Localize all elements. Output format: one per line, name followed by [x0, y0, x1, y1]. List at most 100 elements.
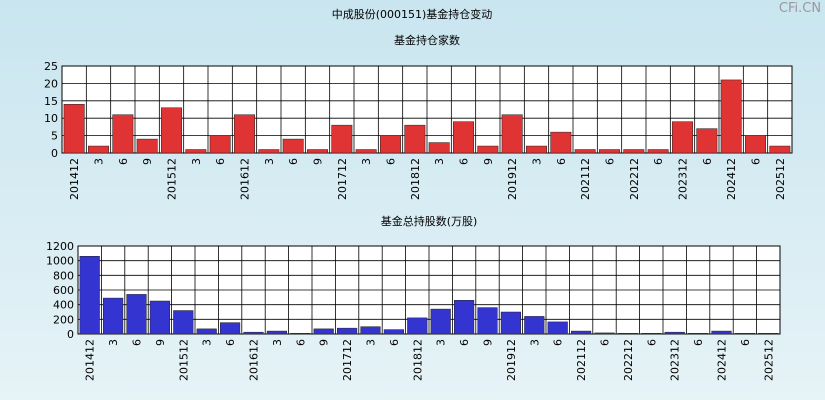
x-tick-label: 3: [93, 158, 106, 165]
x-tick-label: 3: [528, 339, 541, 346]
bar: [307, 149, 328, 154]
x-tick-label: 6: [458, 339, 471, 346]
bar: [282, 138, 304, 154]
bar: [500, 311, 521, 335]
x-tick-label: 201512: [166, 158, 179, 200]
x-tick-label: 9: [154, 339, 167, 346]
bar: [599, 149, 620, 154]
bar: [383, 329, 404, 335]
bar: [647, 149, 669, 154]
x-tick-label: 6: [645, 339, 658, 346]
bar: [623, 149, 645, 154]
x-tick-label: 6: [388, 339, 401, 346]
x-tick-label: 6: [599, 339, 612, 346]
bar: [524, 316, 545, 335]
x-tick-label: 202412: [725, 158, 738, 200]
bar: [547, 321, 568, 335]
bar: [769, 145, 791, 154]
x-tick-label: 202512: [774, 158, 787, 200]
x-tick-label: 6: [224, 339, 237, 346]
x-tick-label: 201712: [341, 339, 354, 381]
bar: [477, 145, 499, 154]
x-tick-label: 201812: [411, 339, 424, 381]
x-tick-label: 202212: [622, 339, 635, 381]
x-tick-label: 201912: [506, 158, 519, 200]
bar: [103, 297, 124, 335]
x-tick-label: 202412: [716, 339, 729, 381]
bar: [196, 328, 217, 335]
watermark: CFi.CN: [779, 1, 821, 16]
x-tick-label: 6: [652, 158, 665, 165]
bar: [126, 294, 147, 335]
x-tick-label: 202112: [575, 339, 588, 381]
x-tick-label: 6: [294, 339, 307, 346]
bar: [112, 114, 134, 154]
x-tick-label: 201612: [248, 339, 261, 381]
bar: [355, 149, 377, 154]
x-tick-label: 201812: [409, 158, 422, 200]
bar: [360, 326, 381, 335]
x-tick-label: 3: [107, 339, 120, 346]
bar: [404, 124, 426, 154]
x-tick-label: 3: [435, 339, 448, 346]
bar: [161, 107, 182, 154]
bar: [63, 104, 85, 154]
x-tick-label: 6: [750, 158, 763, 165]
x-tick-label: 201412: [84, 339, 97, 381]
y-tick-label: 15: [44, 95, 58, 108]
bar: [734, 333, 755, 335]
x-tick-label: 6: [131, 339, 144, 346]
bar: [526, 145, 547, 154]
y-tick-label: 400: [53, 299, 74, 312]
x-tick-label: 3: [190, 158, 203, 165]
y-tick-label: 5: [51, 130, 58, 143]
x-tick-label: 201512: [177, 339, 190, 381]
y-tick-label: 1000: [46, 255, 74, 268]
bar: [758, 333, 779, 335]
x-tick-label: 3: [201, 339, 214, 346]
bar: [136, 138, 158, 154]
bar: [79, 256, 100, 335]
bar: [407, 317, 428, 335]
chart-title: 基金持仓家数: [394, 33, 460, 47]
y-tick-label: 10: [44, 112, 58, 125]
x-tick-label: 201712: [336, 158, 349, 200]
x-tick-label: 201412: [68, 158, 81, 200]
y-tick-label: 200: [53, 313, 74, 326]
x-tick-label: 3: [365, 339, 378, 346]
x-tick-label: 3: [360, 158, 373, 165]
x-tick-label: 6: [287, 158, 300, 165]
y-tick-label: 600: [53, 284, 74, 297]
x-tick-label: 202212: [628, 158, 641, 200]
x-tick-label: 201912: [505, 339, 518, 381]
y-tick-label: 25: [44, 60, 58, 73]
y-tick-label: 0: [51, 147, 58, 160]
bar: [290, 333, 311, 335]
x-tick-label: 9: [141, 158, 154, 165]
x-tick-label: 202512: [762, 339, 775, 381]
x-tick-label: 202112: [579, 158, 592, 200]
x-tick-label: 6: [214, 158, 227, 165]
bar: [617, 333, 638, 335]
bar: [720, 79, 742, 154]
bar: [337, 327, 358, 335]
bar: [173, 310, 194, 335]
bar: [209, 135, 231, 154]
x-tick-label: 6: [552, 339, 565, 346]
x-tick-label: 201612: [239, 158, 252, 200]
bar: [454, 300, 475, 335]
bar: [574, 149, 596, 154]
bar: [430, 308, 451, 335]
bar: [234, 114, 255, 154]
bar: [428, 142, 450, 154]
y-tick-label: 0: [67, 328, 74, 341]
bar: [688, 333, 709, 335]
x-tick-label: 9: [312, 158, 325, 165]
x-tick-label: 6: [385, 158, 398, 165]
bar: [550, 131, 572, 154]
x-tick-label: 3: [433, 158, 446, 165]
x-tick-label: 9: [482, 158, 495, 165]
bar: [453, 121, 474, 154]
bar: [672, 121, 693, 154]
